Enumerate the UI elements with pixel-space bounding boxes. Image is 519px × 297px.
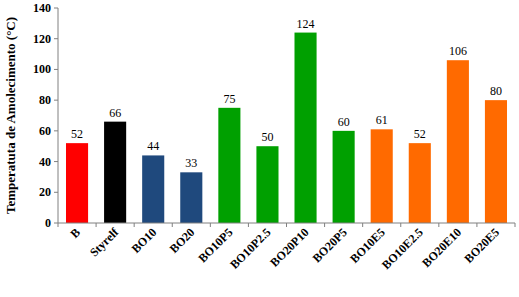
data-label: 106 bbox=[449, 44, 467, 58]
bar bbox=[333, 131, 355, 223]
x-tick bbox=[400, 223, 401, 227]
x-tick bbox=[362, 223, 363, 227]
x-tick bbox=[248, 223, 249, 227]
data-label: 50 bbox=[261, 130, 273, 144]
bar bbox=[447, 60, 469, 223]
data-label: 52 bbox=[71, 127, 83, 141]
y-tick bbox=[54, 161, 58, 162]
bar bbox=[142, 155, 164, 223]
x-tick bbox=[515, 223, 516, 227]
data-label: 124 bbox=[297, 17, 315, 31]
x-tick bbox=[438, 223, 439, 227]
y-tick-label: 100 bbox=[33, 62, 51, 76]
y-axis-title: Temperatuta de Amolecimento (°C) bbox=[3, 17, 18, 214]
y-tick-label: 20 bbox=[39, 185, 51, 199]
data-label: 33 bbox=[185, 156, 197, 170]
x-tick-label: BO20P10 bbox=[267, 225, 311, 269]
bar bbox=[294, 33, 316, 223]
data-label: 60 bbox=[338, 115, 350, 129]
bar bbox=[409, 143, 431, 223]
x-tick-label: BO20E5 bbox=[462, 225, 503, 266]
bar bbox=[485, 100, 507, 223]
x-tick-label: BO10P2.5 bbox=[227, 225, 273, 271]
y-tick bbox=[54, 130, 58, 131]
bar bbox=[104, 122, 126, 223]
x-tick-label: BO10E2.5 bbox=[379, 225, 426, 272]
y-tick-label: 60 bbox=[39, 124, 51, 138]
y-tick bbox=[54, 223, 58, 224]
data-label: 44 bbox=[147, 139, 159, 153]
data-label: 52 bbox=[414, 127, 426, 141]
x-tick bbox=[286, 223, 287, 227]
x-tick-label: Styrelf bbox=[87, 225, 122, 260]
x-tick bbox=[324, 223, 325, 227]
x-tick bbox=[210, 223, 211, 227]
x-tick-label: BO10 bbox=[129, 225, 160, 256]
bar bbox=[218, 108, 240, 223]
y-tick-label: 80 bbox=[39, 93, 51, 107]
data-label: 66 bbox=[109, 106, 121, 120]
y-axis bbox=[58, 8, 59, 223]
x-tick-label: BO20 bbox=[167, 225, 198, 256]
y-tick bbox=[54, 192, 58, 193]
x-tick-label: B bbox=[68, 225, 84, 241]
data-label: 75 bbox=[223, 92, 235, 106]
x-tick-label: BO20P5 bbox=[310, 225, 350, 265]
y-tick bbox=[54, 100, 58, 101]
bars bbox=[66, 33, 507, 223]
x-tick bbox=[134, 223, 135, 227]
x-tick bbox=[96, 223, 97, 227]
x-tick bbox=[476, 223, 477, 227]
y-tick bbox=[54, 69, 58, 70]
x-tick-label: BO20E10 bbox=[419, 225, 464, 270]
data-label: 80 bbox=[490, 84, 502, 98]
y-tick bbox=[54, 8, 58, 9]
bar bbox=[66, 143, 88, 223]
y-tick-label: 0 bbox=[45, 216, 51, 230]
y-tick bbox=[54, 38, 58, 39]
y-tick-label: 140 bbox=[33, 1, 51, 15]
y-tick-label: 40 bbox=[39, 155, 51, 169]
y-tick-label: 120 bbox=[33, 32, 51, 46]
x-tick bbox=[58, 223, 59, 227]
bar bbox=[371, 129, 393, 223]
bar bbox=[256, 146, 278, 223]
x-tick bbox=[172, 223, 173, 227]
bar bbox=[180, 172, 202, 223]
data-label: 61 bbox=[376, 113, 388, 127]
chart: 52 66 44 33 75 50 124 60 61 52 106 80 0 20 40 60 80 100 12… bbox=[0, 0, 519, 297]
